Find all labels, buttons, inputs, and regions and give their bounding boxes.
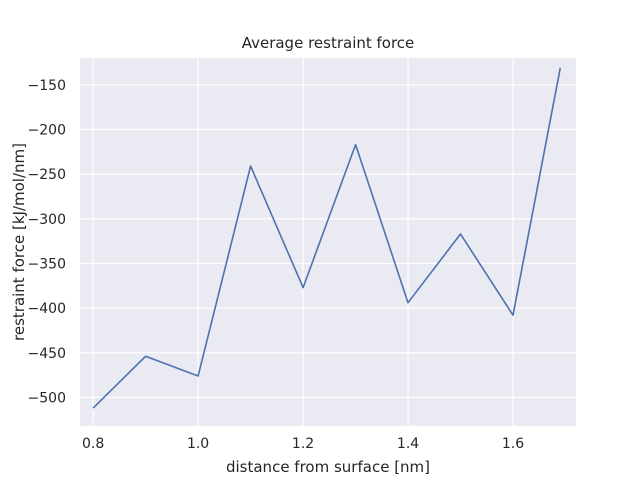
series-line: [92, 67, 562, 409]
x-tick-label: 1.2: [292, 436, 314, 452]
y-tick-label: −300: [28, 212, 66, 228]
y-tick-label: −350: [28, 256, 66, 272]
y-tick-label: −150: [28, 78, 66, 94]
grid-lines: [80, 58, 576, 426]
y-tick-label: −400: [28, 301, 66, 317]
x-tick-label: 1.6: [502, 436, 524, 452]
y-tick-label: −450: [28, 346, 66, 362]
x-axis-label: distance from surface [nm]: [226, 458, 430, 476]
x-tick-labels: 0.8 1.0 1.2 1.4 1.6: [82, 436, 524, 452]
x-tick-label: 0.8: [82, 436, 104, 452]
x-tick-label: 1.0: [187, 436, 209, 452]
plot-background: [80, 58, 576, 426]
y-axis-label: restraint force [kJ/mol/nm]: [10, 143, 28, 341]
series-layer: [92, 67, 562, 409]
y-tick-labels: −500 −450 −400 −350 −300 −250 −200 −150: [28, 78, 66, 407]
y-tick-label: −500: [28, 390, 66, 406]
y-tick-label: −200: [28, 122, 66, 138]
x-tick-label: 1.4: [397, 436, 419, 452]
y-tick-label: −250: [28, 167, 66, 183]
chart-title: Average restraint force: [242, 34, 415, 52]
